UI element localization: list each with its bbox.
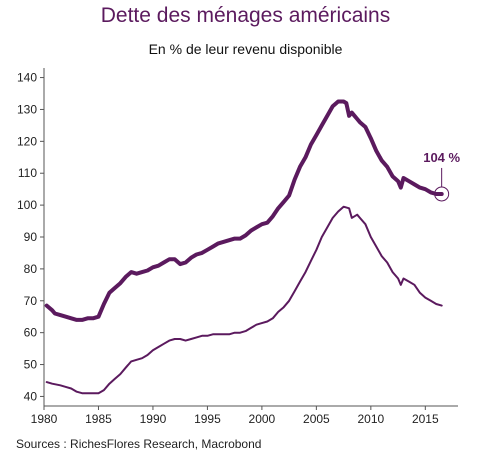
y-tick-label: 100 [17, 198, 37, 212]
chart-title: Dette des ménages américains [100, 4, 391, 27]
x-tick-label: 2000 [249, 412, 276, 426]
series-line-2 [45, 205, 443, 395]
annotation-label: 104 % [423, 150, 460, 165]
y-tick-label: 70 [24, 294, 38, 308]
y-tick-label: 90 [24, 230, 38, 244]
x-tick-label: 1980 [31, 412, 58, 426]
y-tick-label: 120 [17, 134, 37, 148]
y-tick-label: 80 [24, 262, 38, 276]
x-tick-label: 2005 [303, 412, 330, 426]
y-tick-label: 60 [24, 326, 38, 340]
x-tick-label: 2015 [412, 412, 439, 426]
y-tick-label: 40 [24, 389, 38, 403]
y-tick-label: 50 [24, 358, 38, 372]
y-tick-label: 140 [17, 71, 37, 85]
x-tick-label: 1990 [140, 412, 167, 426]
x-tick-label: 1985 [85, 412, 112, 426]
chart-subtitle: En % de leur revenu disponible [148, 41, 343, 57]
x-tick-label: 2010 [357, 412, 384, 426]
y-tick-label: 110 [18, 166, 37, 180]
source-note: Sources : RichesFlores Research, Macrobo… [16, 437, 262, 451]
series-line-1 [44, 99, 444, 322]
x-tick-label: 1995 [194, 412, 221, 426]
y-tick-label: 130 [17, 102, 37, 116]
